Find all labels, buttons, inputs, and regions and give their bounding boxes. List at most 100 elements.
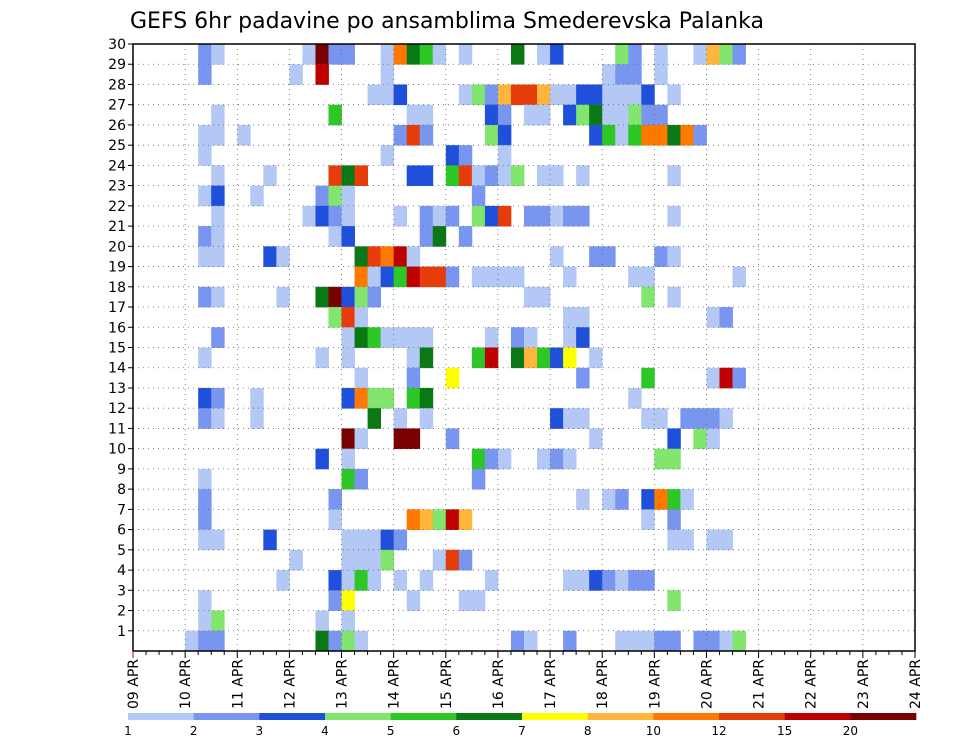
heatmap-cell xyxy=(654,44,668,65)
heatmap-cell xyxy=(341,347,355,369)
heatmap-cell xyxy=(484,327,499,348)
heatmap-cell xyxy=(419,570,434,591)
heatmap-cell xyxy=(198,286,212,308)
heatmap-cell xyxy=(706,630,720,652)
heatmap-cell xyxy=(471,448,486,470)
colorbar-swatch xyxy=(390,713,457,720)
heatmap-cell xyxy=(537,448,551,470)
heatmap-cell xyxy=(354,549,368,571)
heatmap-cell xyxy=(550,165,564,187)
heatmap-cell xyxy=(667,509,681,530)
heatmap-cell xyxy=(471,468,486,490)
heatmap-cell xyxy=(719,529,733,551)
heatmap-cell xyxy=(315,44,329,65)
cells-layer xyxy=(185,44,746,652)
heatmap-cell xyxy=(550,448,564,470)
heatmap-cell xyxy=(654,246,668,267)
heatmap-cell xyxy=(341,205,355,227)
heatmap-cell xyxy=(393,266,408,288)
heatmap-cell xyxy=(458,549,473,571)
y-tick-label: 16 xyxy=(108,320,126,336)
heatmap-cell xyxy=(628,630,642,652)
colorbar-label: 3 xyxy=(256,724,264,738)
heatmap-cell xyxy=(328,489,342,510)
x-tick-label: 21 APR xyxy=(752,659,768,709)
heatmap-cell xyxy=(315,286,329,308)
colorbar-label: 8 xyxy=(584,724,592,738)
heatmap-cell xyxy=(367,549,382,571)
heatmap-cell xyxy=(667,84,681,106)
heatmap-cell xyxy=(537,286,551,308)
heatmap-cell xyxy=(406,428,421,450)
heatmap-cell xyxy=(458,145,473,166)
heatmap-cell xyxy=(641,84,655,106)
heatmap-cell xyxy=(667,124,681,146)
heatmap-cell xyxy=(628,44,642,65)
heatmap-cell xyxy=(432,44,447,65)
heatmap-cell xyxy=(719,367,733,389)
colorbar-swatch xyxy=(653,713,720,720)
heatmap-cell xyxy=(628,124,642,146)
heatmap-cell xyxy=(497,165,512,187)
heatmap-cell xyxy=(198,44,212,65)
heatmap-cell xyxy=(328,307,342,328)
heatmap-cell xyxy=(380,44,395,65)
heatmap-cell xyxy=(458,509,473,530)
heatmap-cell xyxy=(654,104,668,126)
heatmap-cell xyxy=(419,205,434,227)
heatmap-cell xyxy=(445,549,460,571)
heatmap-cell xyxy=(315,64,329,85)
heatmap-cell xyxy=(354,387,368,409)
heatmap-cell xyxy=(198,387,212,409)
heatmap-cell xyxy=(484,448,499,470)
y-tick-label: 29 xyxy=(108,57,126,73)
y-tick-label: 10 xyxy=(108,442,126,458)
x-tick-label: 22 APR xyxy=(804,659,820,709)
heatmap-cell xyxy=(419,226,434,247)
heatmap-cell xyxy=(576,205,590,227)
colorbar-swatch xyxy=(522,713,588,720)
y-tick-label: 5 xyxy=(117,543,126,559)
heatmap-cell xyxy=(537,205,551,227)
heatmap-cell xyxy=(628,266,642,288)
heatmap-cell xyxy=(445,266,460,288)
colorbar-label: 1 xyxy=(124,724,132,738)
heatmap-cell xyxy=(484,84,499,106)
heatmap-cell xyxy=(667,489,681,510)
heatmap-cell xyxy=(497,124,512,146)
heatmap-cell xyxy=(471,347,486,369)
grid-layer xyxy=(133,43,915,651)
x-tick-label: 19 APR xyxy=(647,659,663,709)
colorbar-swatch xyxy=(456,713,523,720)
heatmap-cell xyxy=(367,570,382,591)
heatmap-cell xyxy=(380,327,395,348)
heatmap-cell xyxy=(602,246,616,267)
heatmap-cell xyxy=(419,347,434,369)
heatmap-cell xyxy=(263,529,277,551)
heatmap-cell xyxy=(524,630,538,652)
heatmap-cell xyxy=(354,286,368,308)
heatmap-cell xyxy=(471,165,486,187)
y-tick-label: 11 xyxy=(108,421,126,437)
y-tick-label: 9 xyxy=(117,462,126,478)
heatmap-cell xyxy=(432,226,447,247)
heatmap-cell xyxy=(211,408,225,429)
heatmap-cell xyxy=(406,387,421,409)
heatmap-cell xyxy=(602,84,616,106)
heatmap-cell xyxy=(615,570,629,591)
x-tick-label: 10 APR xyxy=(178,659,194,709)
heatmap-cell xyxy=(380,549,395,571)
heatmap-cell xyxy=(211,165,225,187)
heatmap-cell xyxy=(341,226,355,247)
heatmap-cell xyxy=(419,408,434,429)
heatmap-cell xyxy=(406,327,421,348)
heatmap-cell xyxy=(445,145,460,166)
colorbar-swatch xyxy=(784,713,851,720)
heatmap-cell xyxy=(328,185,342,207)
heatmap-cell xyxy=(615,630,629,652)
x-tick-label: 12 APR xyxy=(282,659,298,709)
heatmap-cell xyxy=(341,185,355,207)
heatmap-cell xyxy=(198,610,212,632)
heatmap-cell xyxy=(576,307,590,328)
